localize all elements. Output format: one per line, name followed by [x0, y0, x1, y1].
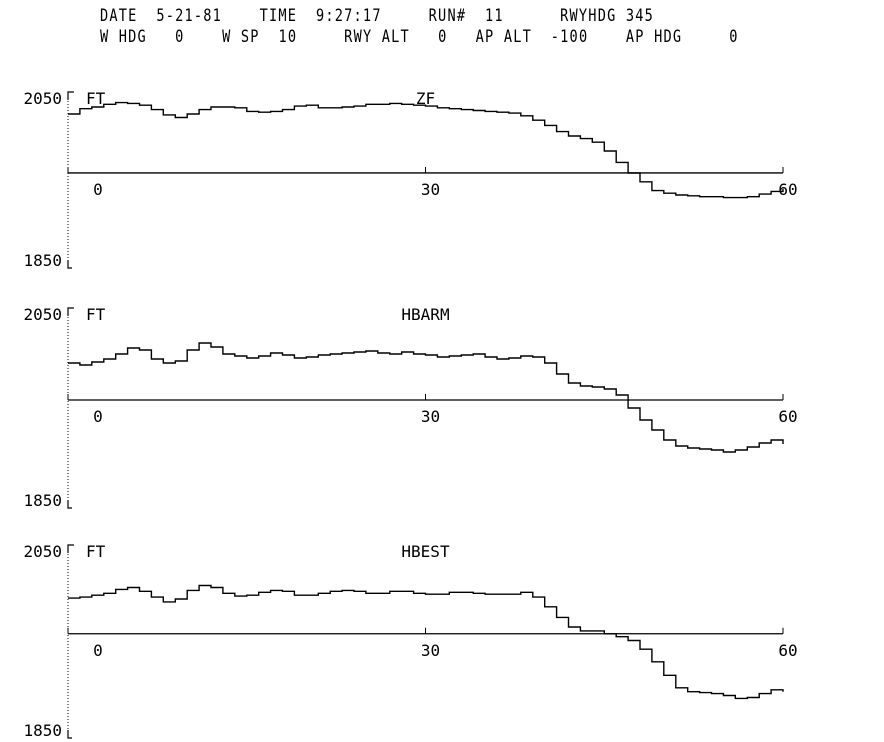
hbarm-xtick-label-60: 60 — [778, 407, 797, 426]
zf-bottom-bracket — [67, 260, 72, 269]
time-label: TIME — [259, 6, 298, 26]
wsp-value: 10 — [278, 27, 298, 47]
zf-title: ZF — [416, 89, 435, 108]
aphdg-value: 0 — [729, 27, 739, 47]
apalt-value: -100 — [550, 27, 589, 47]
hbarm-xtick-label-30: 30 — [421, 407, 440, 426]
hbest-title: HBEST — [401, 542, 450, 561]
hbest-ytick-label-top: 2050 — [23, 542, 62, 561]
header-line-1: DATE 5-21-81 TIME 9:27:17 RUN# 11 RWYHDG… — [100, 6, 654, 26]
rwyalt-value: 0 — [438, 27, 448, 47]
hbest-bottom-bracket — [67, 730, 72, 739]
aphdg-label: AP HDG — [625, 27, 683, 47]
hbest-series-line-0 — [68, 584, 784, 700]
whdg-label: W HDG — [100, 27, 147, 47]
zf-top-bracket — [67, 91, 74, 100]
hbarm-unit-label: FT — [86, 305, 106, 324]
hbarm-bottom-bracket — [67, 500, 72, 509]
zf-ytick-label-top: 2050 — [23, 89, 62, 108]
hbarm-series-line-0 — [68, 342, 784, 453]
hbest-xtick-label-0: 0 — [93, 641, 103, 660]
zf-xtick-label-60: 60 — [778, 180, 797, 199]
whdg-value: 0 — [175, 27, 185, 47]
run-label: RUN# — [428, 6, 467, 26]
apalt-label: AP ALT — [475, 27, 532, 47]
hbarm-title: HBARM — [401, 305, 449, 324]
hbarm-ytick-label-bottom: 1850 — [23, 491, 62, 510]
hbest-unit-label: FT — [86, 542, 106, 561]
hbest-xtick-label-30: 30 — [421, 641, 440, 660]
header-line-2: W HDG 0 W SP 10 RWY ALT 0 AP ALT -100 AP… — [100, 27, 739, 47]
zf-xtick-label-30: 30 — [421, 180, 440, 199]
date-label: DATE — [100, 6, 138, 26]
rwyalt-label: RWY ALT — [344, 27, 410, 47]
zf-xtick-label-0: 0 — [93, 180, 103, 199]
hbarm-ytick-label-top: 2050 — [23, 305, 62, 324]
zf-unit-label: FT — [86, 89, 106, 108]
hbest-xtick-label-60: 60 — [778, 641, 797, 660]
rwyhdg-label: RWYHDG — [560, 6, 617, 26]
rwyhdg-value: 345 — [625, 6, 655, 26]
hbarm-xtick-label-0: 0 — [93, 407, 103, 426]
wsp-label: W SP — [222, 27, 260, 47]
hbarm-top-bracket — [67, 307, 74, 316]
run-value: 11 — [485, 6, 504, 26]
hbest-top-bracket — [67, 544, 74, 553]
time-value: 9:27:17 — [315, 6, 382, 26]
hbest-ytick-label-bottom: 1850 — [23, 721, 62, 740]
zf-ytick-label-bottom: 1850 — [23, 251, 62, 270]
zf-series-line-0 — [68, 101, 784, 199]
date-value: 5-21-81 — [156, 6, 223, 26]
